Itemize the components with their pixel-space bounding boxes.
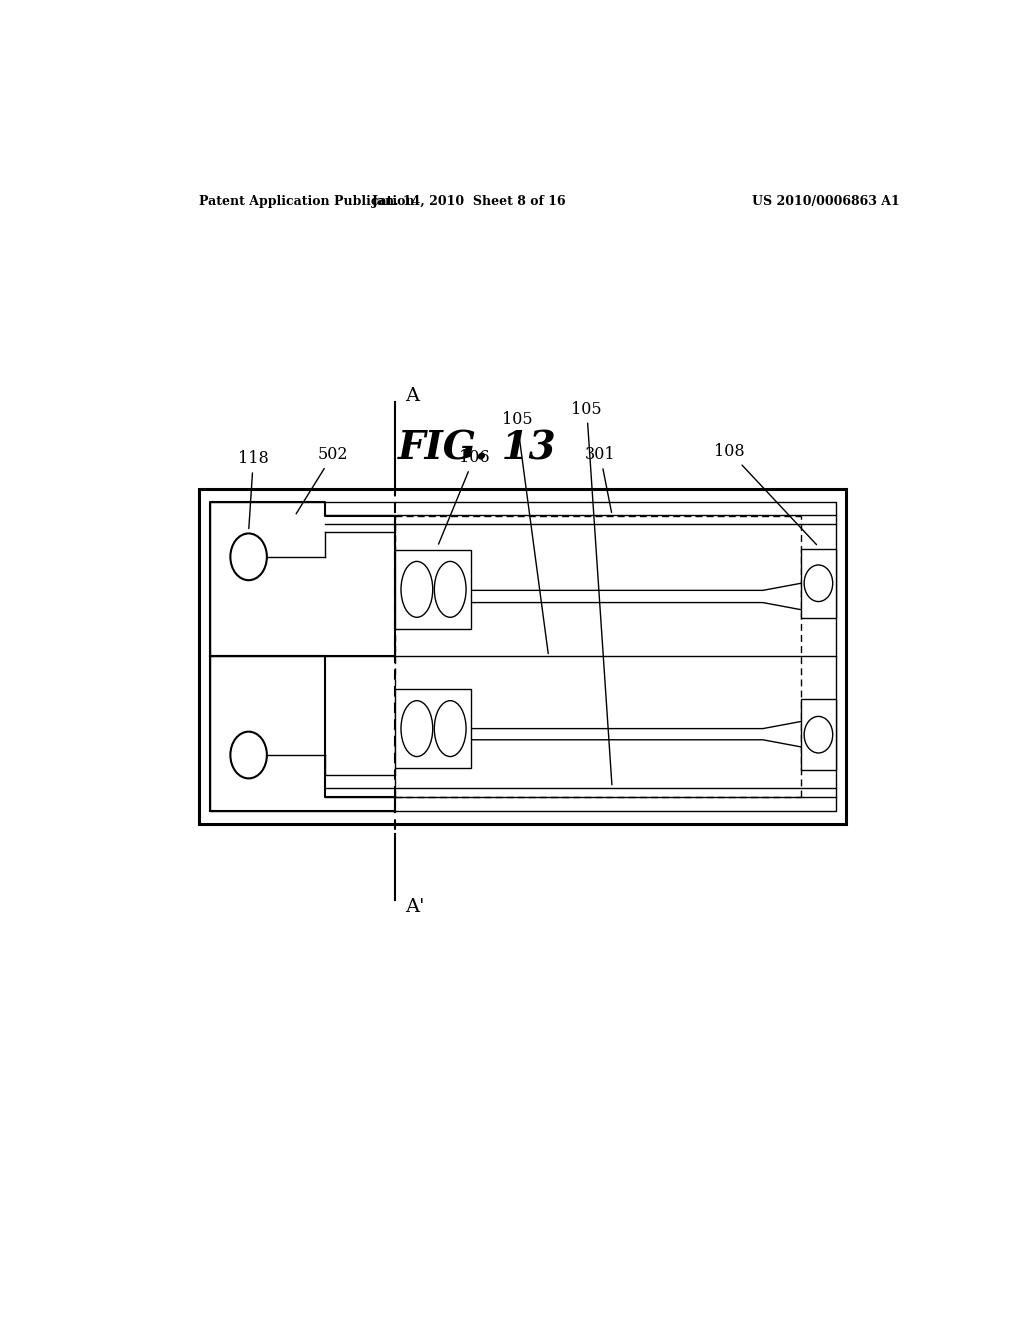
Text: 118: 118: [238, 450, 268, 528]
Bar: [395, 549, 471, 630]
Text: A: A: [404, 387, 419, 405]
Text: 106: 106: [438, 449, 489, 544]
Text: 108: 108: [714, 444, 816, 545]
Text: FIG. 13: FIG. 13: [398, 429, 556, 467]
Text: 502: 502: [296, 446, 348, 513]
Bar: [801, 549, 836, 618]
Text: Jan. 14, 2010  Sheet 8 of 16: Jan. 14, 2010 Sheet 8 of 16: [372, 194, 566, 207]
Bar: [210, 502, 836, 810]
Text: Patent Application Publication: Patent Application Publication: [200, 194, 415, 207]
Bar: [801, 700, 836, 771]
Text: US 2010/0006863 A1: US 2010/0006863 A1: [753, 194, 900, 207]
Text: A': A': [404, 899, 424, 916]
Text: 105: 105: [571, 400, 612, 785]
Text: 105: 105: [502, 411, 548, 653]
Bar: [395, 689, 471, 768]
Bar: [200, 488, 846, 824]
Text: 301: 301: [585, 446, 615, 512]
